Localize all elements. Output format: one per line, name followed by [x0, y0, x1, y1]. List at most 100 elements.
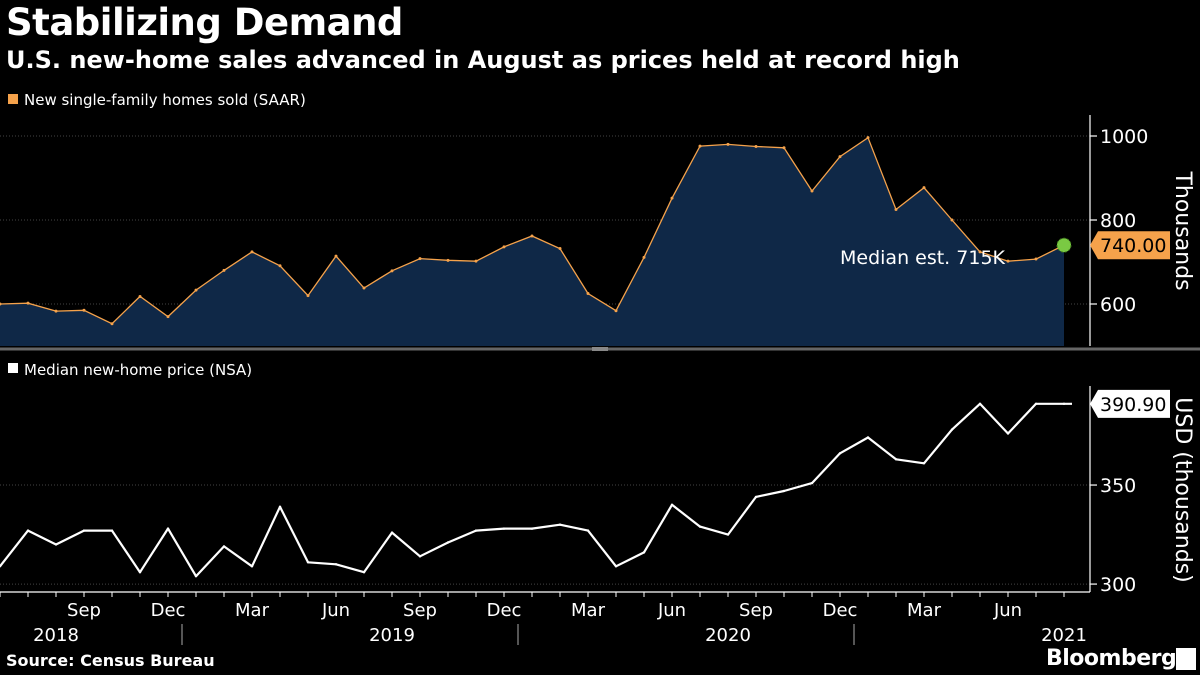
price-point — [418, 555, 422, 558]
sales-point — [586, 292, 590, 295]
x-year-label: 2021 — [1041, 625, 1087, 646]
price-point — [1034, 402, 1038, 406]
sales-point — [222, 268, 226, 272]
sales-y-axis-label: Thousands — [1170, 170, 1195, 290]
x-tick-label: Mar — [235, 600, 270, 621]
sales-point — [810, 189, 814, 193]
price-point — [698, 525, 702, 528]
sales-point — [82, 308, 86, 312]
price-point — [502, 527, 506, 530]
sales-point — [0, 302, 2, 306]
sales-point — [1006, 259, 1010, 263]
price-point — [138, 570, 142, 574]
price-y-tick-label: 300 — [1100, 574, 1136, 596]
price-points — [0, 402, 1066, 578]
panel-splitter-handle[interactable] — [592, 347, 608, 351]
price-point — [278, 505, 282, 509]
x-tick-label: Dec — [823, 600, 858, 621]
latest-sales-marker — [1056, 237, 1072, 253]
x-tick-label: Sep — [739, 600, 773, 621]
price-y-axis-label: USD (thousands) — [1170, 397, 1195, 582]
x-tick-label: Jun — [657, 600, 686, 621]
sales-point — [782, 146, 786, 150]
sales-point — [250, 250, 254, 254]
price-point — [1062, 402, 1066, 406]
price-point — [390, 531, 394, 534]
price-point — [642, 551, 646, 554]
brand-logo: Bloomberg — [1046, 646, 1177, 671]
price-point — [726, 533, 730, 536]
price-point — [866, 436, 870, 439]
price-point — [54, 543, 58, 546]
sales-point — [194, 288, 198, 292]
x-tick-label: Dec — [151, 600, 186, 621]
sales-point — [418, 257, 422, 261]
price-point — [670, 503, 674, 507]
price-point — [614, 565, 618, 568]
price-point — [586, 529, 590, 532]
price-point — [978, 402, 982, 406]
x-tick-label: Jun — [321, 600, 350, 621]
x-tick-label: Mar — [907, 600, 942, 621]
terminal-icon — [1176, 648, 1196, 670]
sales-annotation: Median est. 715K — [840, 247, 1006, 269]
chart-title: Stabilizing Demand — [6, 1, 403, 44]
sales-point — [614, 309, 618, 313]
sales-point — [894, 208, 898, 211]
sales-point — [866, 136, 870, 140]
source-note: Source: Census Bureau — [6, 651, 215, 670]
sales-point — [698, 144, 702, 148]
price-point — [474, 529, 478, 532]
price-line — [0, 402, 1072, 578]
x-tick-label: Jun — [993, 600, 1022, 621]
sales-legend-swatch — [8, 94, 18, 104]
sales-point — [558, 247, 562, 251]
sales-area — [0, 137, 1064, 346]
price-y-tick-label: 350 — [1100, 475, 1136, 497]
price-point — [194, 574, 198, 578]
x-tick-label: Dec — [487, 600, 522, 621]
price-point — [754, 495, 758, 499]
price-point — [782, 489, 786, 493]
price-value-tag — [1090, 389, 1170, 418]
sales-point — [138, 294, 142, 298]
sales-point — [726, 142, 730, 146]
sales-point — [362, 286, 366, 290]
x-tick-label: Mar — [571, 600, 606, 621]
price-point — [82, 529, 86, 532]
sales-point — [26, 301, 30, 305]
sales-point — [1034, 257, 1038, 261]
sales-point — [838, 155, 842, 159]
sales-point — [950, 218, 954, 222]
chart-subtitle: U.S. new-home sales advanced in August a… — [6, 46, 960, 74]
x-tick-label: Sep — [403, 600, 437, 621]
sales-y-tick-label: 600 — [1100, 294, 1136, 316]
price-point — [894, 458, 898, 461]
price-y-ticks: 300 350 — [1090, 475, 1136, 596]
sales-point — [670, 196, 674, 200]
price-legend-swatch — [8, 363, 18, 373]
price-point — [110, 529, 114, 532]
sales-y-tick-label: 1000 — [1100, 126, 1148, 148]
price-point — [250, 565, 254, 568]
price-legend-label: Median new-home price (NSA) — [24, 361, 252, 379]
price-point — [0, 565, 2, 568]
sales-point — [166, 315, 170, 319]
sales-y-tick-label: 800 — [1100, 210, 1136, 232]
x-year-label: 2020 — [705, 625, 751, 646]
sales-point — [502, 245, 506, 249]
price-point — [530, 527, 534, 530]
sales-point — [390, 269, 394, 273]
price-point — [1006, 432, 1010, 435]
sales-point — [530, 234, 534, 238]
x-year-label: 2018 — [33, 625, 79, 646]
sales-point — [110, 322, 114, 326]
price-point — [950, 428, 954, 431]
price-point — [922, 462, 926, 465]
sales-point — [334, 254, 338, 258]
price-point — [334, 563, 338, 566]
sales-point — [278, 264, 282, 268]
sales-point — [474, 259, 478, 263]
x-tick-label: Sep — [67, 600, 101, 621]
sales-value-label: 740.00 — [1100, 235, 1166, 257]
